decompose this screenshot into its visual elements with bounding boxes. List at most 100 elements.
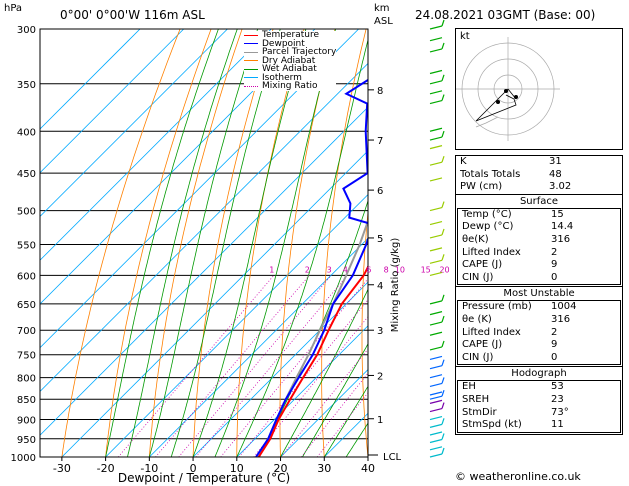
km-tick-label: 2: [377, 371, 383, 382]
legend: Temperature Dewpoint Parcel Trajectory Dry …: [244, 31, 337, 91]
hodograph-plot: [456, 37, 560, 141]
table-row-value: 3.02: [549, 181, 572, 193]
mixing-ratio-line: [155, 275, 310, 457]
table-row-key: θe (K): [462, 313, 492, 325]
table-row: Dewp (°C) 14.4: [458, 221, 620, 234]
wind-barb-feather: [441, 94, 445, 101]
table-row-value: 11: [551, 419, 564, 431]
dry-adiabat: [236, 29, 305, 457]
wind-barb: [429, 300, 443, 305]
wind-barb: [429, 90, 443, 95]
wet-adiabat: [214, 29, 336, 457]
wind-barb-feather: [441, 155, 445, 163]
table-row-value: 14.4: [551, 221, 574, 233]
isotherm: [40, 29, 272, 261]
isotherm: [236, 325, 368, 457]
km-tick-label: 6: [377, 186, 383, 197]
mixing-ratio-label: 3: [327, 265, 332, 274]
wind-barb: [429, 311, 443, 316]
x-tick-label: 0: [190, 462, 197, 475]
mixing-ratio-label: 6: [366, 265, 371, 274]
x-axis-label: Dewpoint / Temperature (°C): [118, 471, 290, 485]
unstable-title: Most Unstable: [503, 288, 575, 300]
hodograph-indices-title: Hodograph: [511, 368, 567, 380]
wind-barb: [429, 365, 443, 370]
wind-barb: [429, 136, 443, 141]
table-row-value: 2: [551, 326, 558, 338]
mixing-ratio-label: 15: [421, 265, 431, 274]
x-tick-label: 30: [317, 462, 331, 475]
table-row: StmDir 73°: [458, 407, 620, 420]
table-row-key: K: [460, 156, 467, 167]
pressure-tick-label: 450: [17, 169, 36, 180]
legend-label: Isotherm: [262, 72, 302, 83]
wind-barb: [429, 80, 443, 85]
hodograph-indices-section: Hodograph EH 53 SREH 23 StmDir 73° StmSpd (kt)…: [456, 366, 622, 433]
table-row: θe (K) 316: [458, 314, 620, 327]
legend-swatch: [244, 43, 258, 45]
wind-barb: [429, 355, 443, 361]
wind-barb: [429, 399, 443, 404]
dry-adiabat: [192, 29, 274, 457]
wind-barb-feather: [441, 19, 445, 27]
table-row-key: Lifted Index: [462, 326, 521, 338]
legend-label: Wet Adiabat: [262, 64, 317, 74]
isotherm: [40, 29, 316, 305]
table-row-key: StmDir: [462, 406, 497, 418]
isotherm: [192, 281, 368, 457]
isotherm: [40, 29, 359, 349]
x-tick-label: 40: [361, 462, 375, 475]
table-row-value: 316: [551, 313, 571, 325]
pressure-tick-label: 300: [17, 25, 36, 36]
wind-barb: [429, 446, 443, 451]
table-row-key: Lifted Index: [462, 246, 521, 258]
wind-barb: [429, 69, 443, 75]
x-tick-label: -30: [53, 462, 71, 475]
table-row: SREH 23: [458, 394, 620, 407]
datetime-title: 24.08.2021 03GMT (Base: 00): [415, 8, 596, 22]
wind-barb: [429, 438, 443, 444]
wet-adiabat: [258, 199, 368, 457]
table-row-value: 48: [549, 168, 562, 180]
legend-label: Parcel Trajectory: [262, 47, 337, 57]
km-label: km: [374, 3, 390, 14]
hodograph-point: [504, 89, 508, 93]
pressure-tick-label: 600: [17, 271, 36, 282]
indices-table: K 31 Totals Totals 48 PW (cm) 3.02 Surface Te…: [455, 155, 623, 435]
table-row-key: CAPE (J): [462, 259, 503, 271]
table-row: CIN (J) 0: [458, 272, 620, 285]
mixing-ratio-label: 4: [343, 265, 348, 274]
dry-adiabat: [148, 29, 243, 457]
wind-barb-feather: [441, 254, 445, 261]
hodograph-panel: kt: [455, 28, 623, 150]
hodograph-point: [496, 100, 500, 104]
legend-label: Dry Adiabat: [262, 55, 316, 66]
wind-barb: [429, 346, 443, 351]
mixing-ratio-line: [253, 316, 368, 457]
wind-barb: [429, 382, 443, 388]
table-row-value: 53: [551, 381, 564, 393]
wind-barb-feather: [441, 228, 445, 236]
dry-adiabat: [61, 29, 181, 457]
table-row-key: CIN (J): [462, 271, 494, 283]
wind-barb: [429, 127, 443, 132]
isotherm: [105, 194, 368, 457]
table-row-key: EH: [462, 381, 476, 393]
temperature-line: [257, 264, 368, 457]
wind-barb-feather: [441, 359, 445, 366]
dry-adiabat: [361, 207, 368, 457]
isotherm: [40, 29, 185, 174]
pressure-tick-label: 650: [17, 300, 36, 311]
wind-barb-feather: [441, 340, 445, 348]
wind-barb-feather: [441, 402, 445, 409]
mixing-ratio-label: 8: [384, 265, 389, 274]
mixing-ratio-line: [117, 275, 275, 457]
wind-barb: [429, 247, 443, 252]
x-tick-label: -20: [97, 462, 115, 475]
table-row: Temp (°C) 15: [458, 209, 620, 222]
pressure-tick-label: 900: [17, 416, 36, 427]
hodograph-unit-label: kt: [460, 31, 470, 42]
pressure-tick-label: 800: [17, 374, 36, 385]
table-row-key: PW (cm): [460, 181, 503, 193]
km-tick-label: 3: [377, 326, 383, 337]
